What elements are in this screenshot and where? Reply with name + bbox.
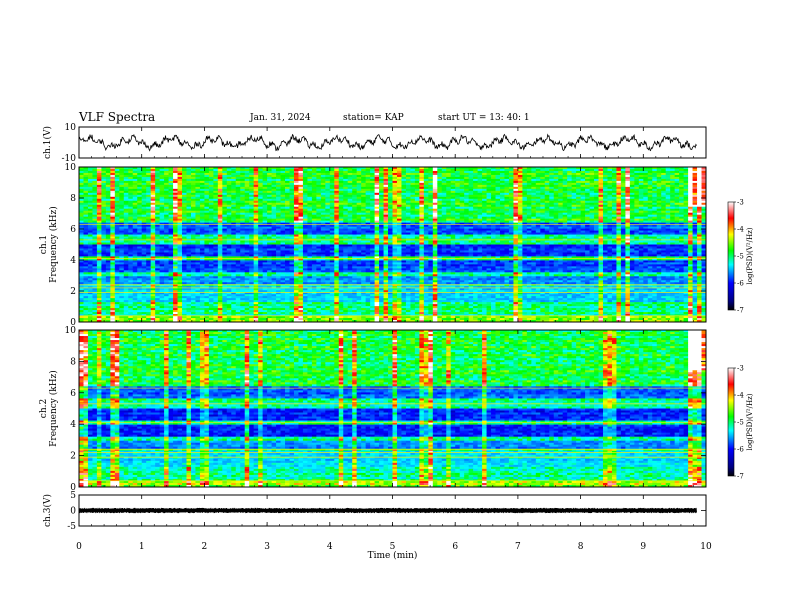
ch1-line — [79, 135, 697, 151]
colorbar-tick-label: -4 — [737, 226, 744, 234]
colorbar-tick-label: -3 — [737, 199, 744, 207]
y-tick-label: -5 — [67, 522, 76, 532]
x-tick-label: 6 — [452, 542, 458, 552]
vlf-spectra-figure: 10-100246810024681050-5ch.1(V)ch.1 Freque… — [0, 0, 792, 612]
ch2-channel-label: ch.2 — [39, 399, 49, 418]
y-tick-label: 10 — [65, 123, 77, 133]
ch3-ylabel: ch.3(V) — [42, 494, 53, 527]
colorbar-label: log(PSD)(V²/Hz) — [746, 393, 754, 450]
ch1-freq-ylabel: Frequency (kHz) — [48, 206, 59, 283]
x-tick-label: 7 — [515, 542, 521, 552]
x-tick-label: 8 — [578, 542, 584, 552]
colorbar-tick-label: -5 — [737, 419, 744, 427]
ch1-spectrogram — [79, 167, 706, 322]
x-axis-label: Time (min) — [368, 550, 418, 561]
x-tick-label: 1 — [139, 542, 145, 552]
y-tick-label: 4 — [70, 420, 76, 430]
y-tick-label: 4 — [70, 256, 76, 266]
colorbar-tick-label: -7 — [737, 307, 744, 315]
x-tick-label: 2 — [202, 542, 208, 552]
colorbar — [728, 202, 734, 310]
colorbar-tick-label: -4 — [737, 392, 744, 400]
ch2-freq-ylabel: Frequency (kHz) — [48, 370, 59, 447]
ch1-channel-label: ch.1 — [39, 235, 49, 254]
x-tick-label: 9 — [640, 542, 646, 552]
colorbar-tick-label: -7 — [737, 473, 744, 481]
y-tick-label: 0 — [70, 507, 76, 517]
y-tick-label: 2 — [70, 287, 76, 297]
colorbars: -3 -4 -5 -6 -7 log(PSD)(V²/Hz) -3 -4 -5 -6 -7 log(P… — [728, 199, 754, 481]
ch3-waveform — [79, 508, 697, 513]
x-tick-label: 3 — [264, 542, 270, 552]
ch1-waveform — [79, 135, 697, 151]
x-tick-label: 10 — [700, 542, 712, 552]
y-tick-label: 6 — [70, 225, 76, 235]
colorbar-label: log(PSD)(V²/Hz) — [746, 227, 754, 284]
colorbar-tick-label: -6 — [737, 446, 744, 454]
colorbar-tick-label: -5 — [737, 253, 744, 261]
y-tick-label: 2 — [70, 452, 76, 462]
y-tick-label: 8 — [70, 194, 76, 204]
colorbar-tick-label: -6 — [737, 280, 744, 288]
x-tick-label: 4 — [327, 542, 333, 552]
panel-frame — [79, 127, 706, 158]
y-tick-label: 10 — [65, 326, 77, 336]
y-tick-label: 6 — [70, 389, 76, 399]
ch3-line — [79, 508, 697, 513]
colorbar — [728, 368, 734, 476]
y-tick-label: 10 — [65, 163, 77, 173]
y-tick-label: 5 — [70, 491, 76, 501]
ch2-spectrogram — [79, 330, 706, 487]
colorbar-tick-label: -3 — [737, 365, 744, 373]
ch1-ylabel: ch.1(V) — [42, 126, 53, 159]
y-tick-label: 8 — [70, 357, 76, 367]
x-tick-label: 0 — [76, 542, 82, 552]
